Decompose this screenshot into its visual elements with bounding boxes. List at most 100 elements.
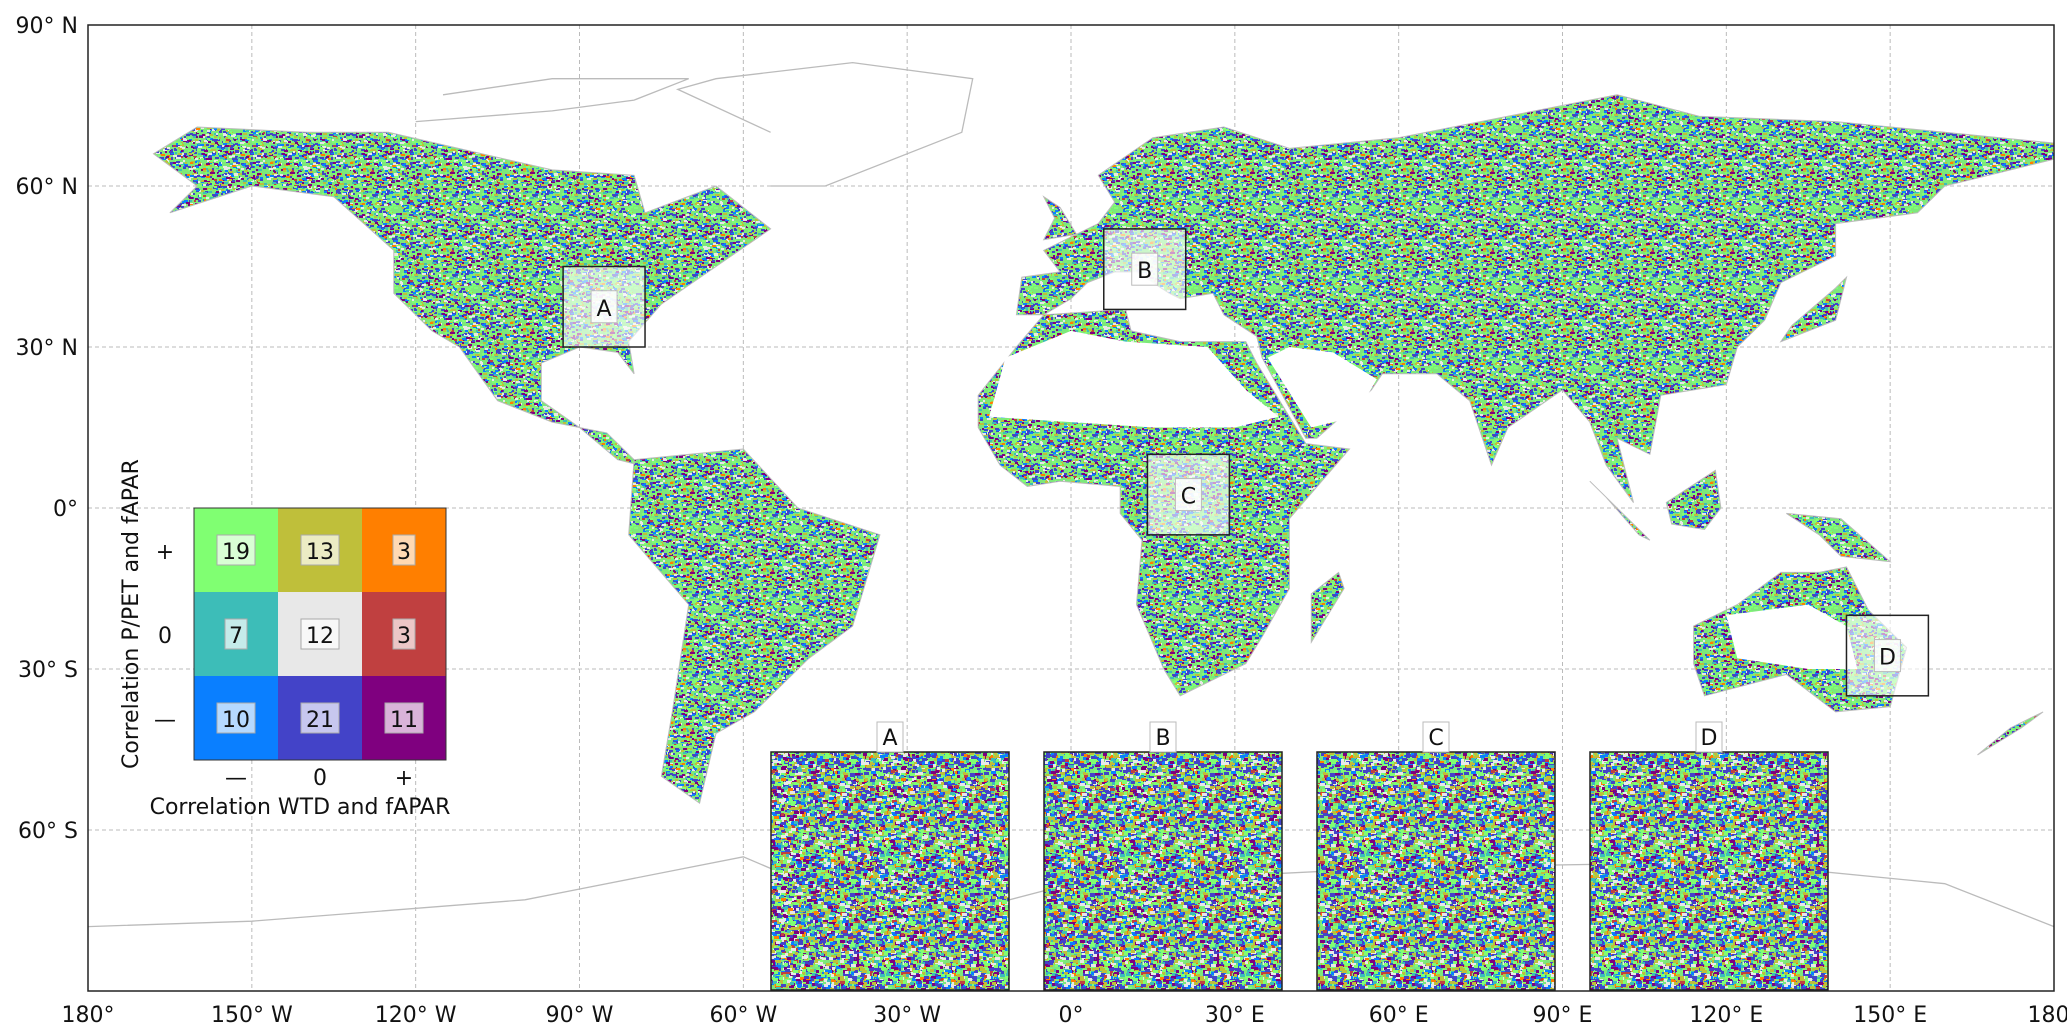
legend-cell-value: 12 xyxy=(306,624,334,649)
inset-c: C xyxy=(1316,721,1556,991)
inset-label: D xyxy=(1701,726,1718,751)
lat-tick-label: 0° xyxy=(53,497,78,522)
legend-col-label: 0 xyxy=(313,766,327,791)
lon-tick-label: 180° xyxy=(2028,1003,2067,1028)
region-label-box xyxy=(1174,478,1202,512)
legend-row-label: 0 xyxy=(158,624,172,649)
inset-image xyxy=(1316,751,1556,991)
inset-image xyxy=(1043,751,1283,991)
legend-x-title: Correlation WTD and fAPAR xyxy=(150,795,451,820)
land-eurasia xyxy=(1015,94,2055,503)
region-label-box xyxy=(1131,252,1159,286)
inset-d: D xyxy=(1589,721,1829,991)
inset-label: C xyxy=(1428,726,1443,751)
legend-cell-label-box xyxy=(392,618,416,650)
lat-tick-label: 90° N xyxy=(16,14,78,39)
land-britain xyxy=(1042,195,1078,241)
legend-cell-value: 21 xyxy=(306,708,334,733)
legend-cell: 7 xyxy=(194,592,278,676)
legend-row-label: — xyxy=(154,708,176,733)
lon-tick-label: 30° E xyxy=(1205,1003,1265,1028)
legend-cell: 3 xyxy=(362,508,446,592)
region-label-box xyxy=(1873,639,1901,673)
legend-cell: 19 xyxy=(194,508,278,592)
region-box-b: B xyxy=(1103,228,1187,311)
legend-col-label: + xyxy=(395,766,413,791)
lon-tick-label: 90° W xyxy=(546,1003,614,1028)
map-frame xyxy=(87,24,2055,992)
lon-tick-label: 180° xyxy=(62,1003,115,1028)
legend-cell: 3 xyxy=(362,592,446,676)
region-box-c: C xyxy=(1146,453,1231,536)
inset-label-box xyxy=(1695,721,1723,753)
legend-cell-value: 3 xyxy=(397,624,411,649)
legend-cell-label-box xyxy=(384,702,424,734)
legend-cell-value: 7 xyxy=(229,624,243,649)
lon-tick-label: 120° E xyxy=(1689,1003,1763,1028)
insets: A B C D xyxy=(770,721,1829,991)
land-north-america xyxy=(152,126,772,467)
lon-tick-label: 60° E xyxy=(1369,1003,1429,1028)
legend-cell-value: 19 xyxy=(222,540,250,565)
legend-cell-value: 13 xyxy=(306,540,334,565)
lon-tick-label: 30° W xyxy=(873,1003,941,1028)
region-label: C xyxy=(1181,485,1196,510)
inset-a: A xyxy=(770,721,1010,991)
land-japan xyxy=(1779,275,1848,343)
legend-cell-label-box xyxy=(300,534,340,566)
outline-greenland xyxy=(675,61,974,187)
lat-tick-label: 30° S xyxy=(18,658,78,683)
region-label: B xyxy=(1137,259,1152,284)
inset-b: B xyxy=(1043,721,1283,991)
legend-cell: 10 xyxy=(194,676,278,760)
lat-tick-label: 60° N xyxy=(16,175,78,200)
region-box-d: D xyxy=(1845,614,1930,697)
outline-arctic-islands xyxy=(415,78,689,123)
legend-cell-label-box xyxy=(224,618,248,650)
legend-cell-label-box xyxy=(392,534,416,566)
legend-cell-value: 3 xyxy=(397,540,411,565)
inset-image xyxy=(770,751,1010,991)
land-new-guinea xyxy=(1786,512,1892,563)
legend-row-label: + xyxy=(156,540,174,565)
land-layer xyxy=(152,94,2055,805)
bare-australia-interior xyxy=(1726,604,1858,669)
land-south-america xyxy=(628,448,881,805)
region-label: A xyxy=(597,297,612,322)
legend-cell-label-box xyxy=(300,702,340,734)
lon-tick-label: 150° E xyxy=(1853,1003,1927,1028)
legend-cell: 21 xyxy=(278,676,362,760)
region-box-a: A xyxy=(562,265,646,348)
inset-label-box xyxy=(1422,721,1450,753)
legend-cell-value: 10 xyxy=(222,708,250,733)
lon-tick-label: 60° W xyxy=(709,1003,777,1028)
land-sumatra xyxy=(1589,480,1651,541)
inset-label: A xyxy=(882,726,897,751)
legend-cell: 12 xyxy=(278,592,362,676)
lon-tick-label: 120° W xyxy=(375,1003,457,1028)
legend-cell: 11 xyxy=(362,676,446,760)
inset-label: B xyxy=(1155,726,1170,751)
inset-label-box xyxy=(876,721,904,753)
bivariate-legend: 19 13 3 7 12 3 10 21 11 +0 — — 0 + Correlation WTD and… xyxy=(119,459,450,820)
inset-label-box xyxy=(1149,721,1177,753)
legend-cell-value: 11 xyxy=(390,708,418,733)
lon-tick-label: 0° xyxy=(1059,1003,1084,1028)
bare-arabia xyxy=(1267,347,1377,428)
land-madagascar xyxy=(1310,571,1345,644)
legend-frame xyxy=(193,507,447,761)
region-frame xyxy=(562,265,646,348)
region-label: D xyxy=(1879,646,1896,671)
legend-cell: 13 xyxy=(278,508,362,592)
region-label-box xyxy=(590,290,618,324)
inset-image xyxy=(1589,751,1829,991)
lon-tick-label: 90° E xyxy=(1533,1003,1593,1028)
legend-cell-label-box xyxy=(216,702,256,734)
legend-cell-label-box xyxy=(216,534,256,566)
lat-tick-label: 30° N xyxy=(16,336,78,361)
lon-tick-label: 150° W xyxy=(211,1003,293,1028)
legend-cell-label-box xyxy=(300,618,340,650)
legend-y-title: Correlation P/PET and fAPAR xyxy=(119,459,144,769)
